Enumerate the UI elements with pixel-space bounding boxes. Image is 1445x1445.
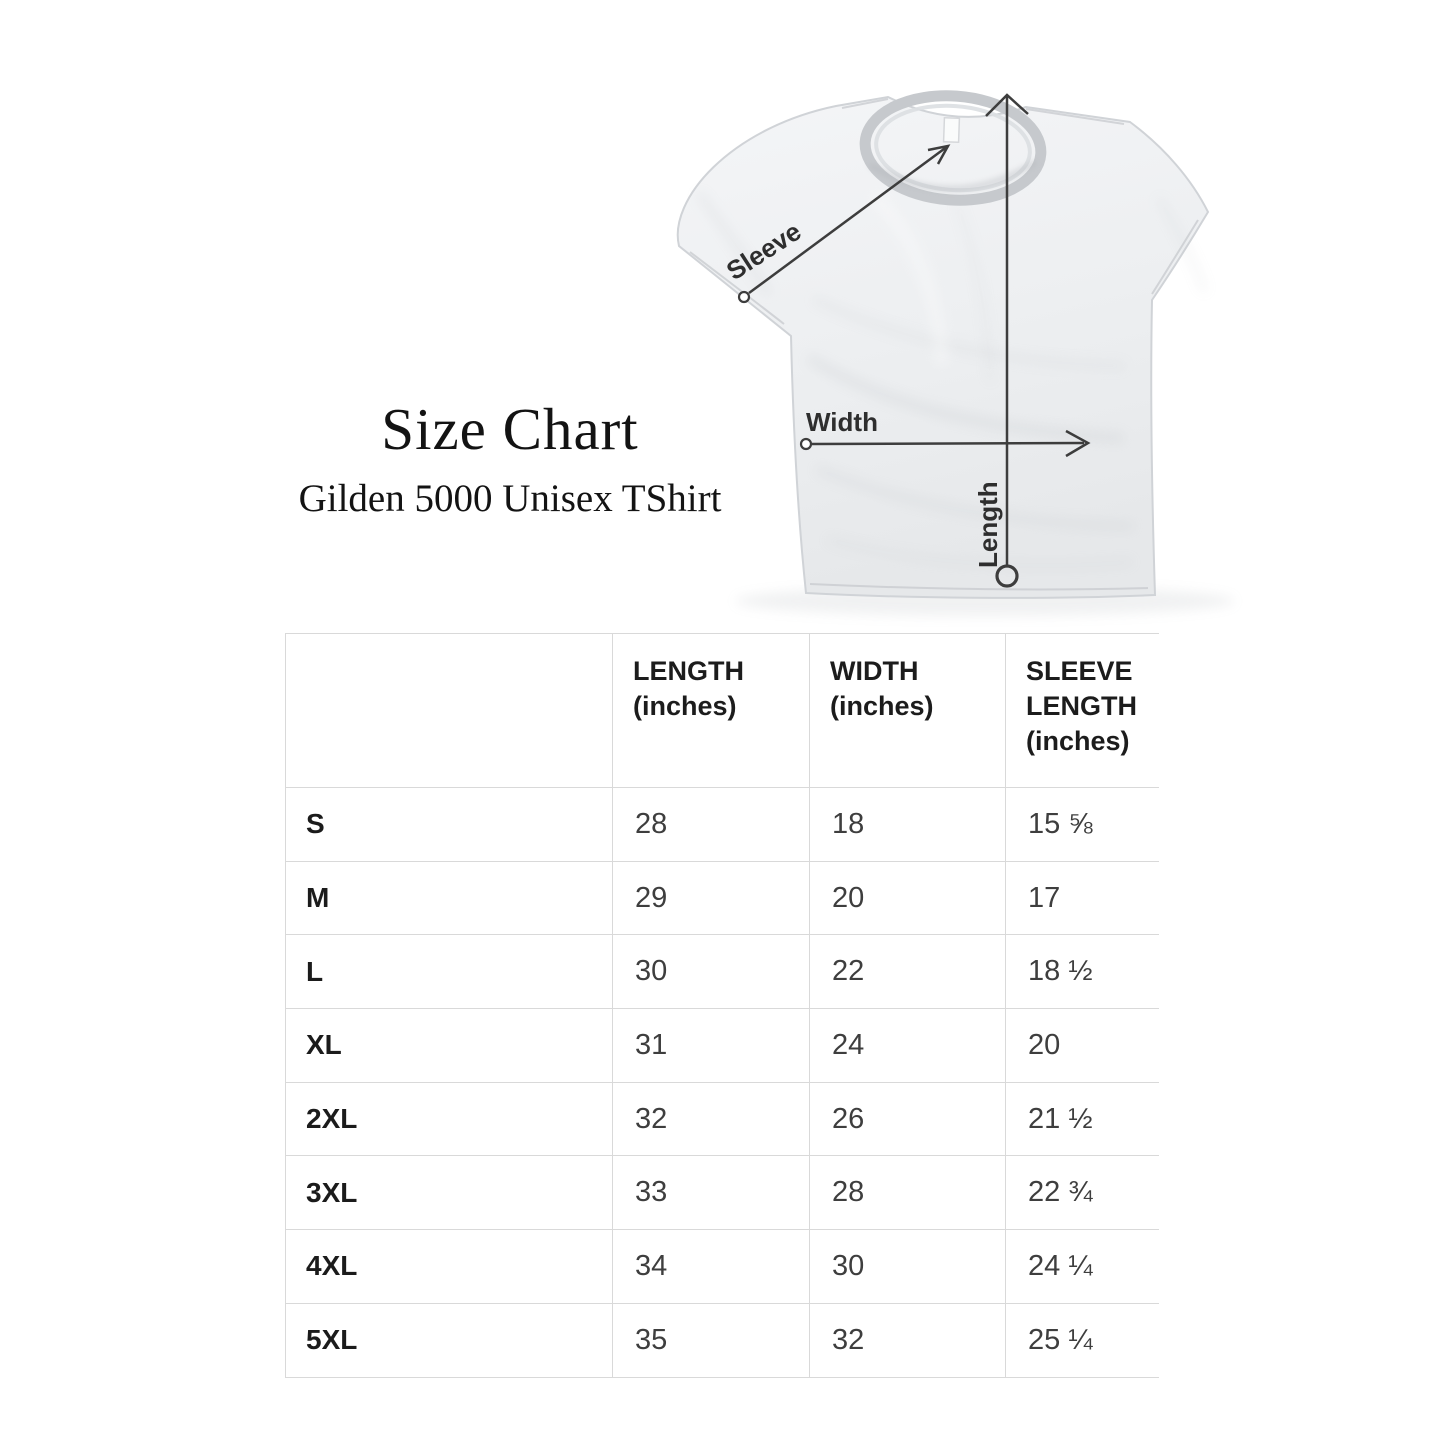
header-length-unit: (inches) [633,691,737,722]
header-sleeve-label: SLEEVE LENGTH [1026,656,1137,722]
size-cell: 3XL [285,1155,613,1231]
width-cell: 22 [809,934,1006,1010]
size-cell: 5XL [285,1302,613,1378]
width-cell: 24 [809,1008,1006,1083]
size-chart-table: LENGTH (inches) WIDTH (inches) SLEEVE LE… [285,633,1159,1378]
width-cell: 32 [809,1302,1006,1378]
size-cell: S [285,787,613,862]
width-cell: 18 [809,787,1006,862]
sleeve-cell: 15 ⅝ [1005,787,1159,862]
table-body: S 28 18 15 ⅝ M 29 20 17 L 30 22 18 ½ XL … [285,787,1159,1378]
title-block: Size Chart Gilden 5000 Unisex TShirt [255,396,765,520]
header-length-label: LENGTH [633,656,744,686]
size-cell: 4XL [285,1229,613,1304]
width-cell: 26 [809,1081,1006,1157]
header-length: LENGTH (inches) [612,633,810,788]
length-arrow [985,93,1029,588]
header-width-label: WIDTH [830,656,919,686]
size-cell: L [285,934,613,1010]
header-width: WIDTH (inches) [809,633,1006,788]
sleeve-cell: 21 ½ [1005,1081,1159,1157]
length-cell: 29 [612,860,810,936]
length-cell: 30 [612,934,810,1010]
sleeve-arrow [737,144,951,304]
table-row-2xl: 2XL 32 26 21 ½ [285,1081,1159,1157]
header-size [285,633,613,788]
sleeve-cell: 20 [1005,1008,1159,1083]
table-row-xl: XL 31 24 20 [285,1008,1159,1083]
length-cell: 32 [612,1081,810,1157]
size-cell: 2XL [285,1081,613,1157]
table-row-s: S 28 18 15 ⅝ [285,787,1159,862]
size-cell: M [285,860,613,936]
sleeve-cell: 25 ¼ [1005,1302,1159,1378]
width-arrow [799,429,1091,458]
width-cell: 20 [809,860,1006,936]
size-cell: XL [285,1008,613,1083]
measurement-arrows [737,93,1091,588]
length-cell: 28 [612,787,810,862]
length-cell: 35 [612,1302,810,1378]
sleeve-cell: 17 [1005,860,1159,936]
header-width-unit: (inches) [830,691,934,722]
header-sleeve-unit: (inches) [1026,726,1130,757]
table-row-l: L 30 22 18 ½ [285,934,1159,1010]
width-cell: 28 [809,1155,1006,1231]
table-row-3xl: 3XL 33 28 22 ¾ [285,1155,1159,1231]
sleeve-cell: 18 ½ [1005,934,1159,1010]
length-cell: 34 [612,1229,810,1304]
header-sleeve: SLEEVE LENGTH (inches) [1005,633,1159,788]
page-subtitle: Gilden 5000 Unisex TShirt [298,477,722,520]
table-row-m: M 29 20 17 [285,860,1159,936]
header-row: LENGTH (inches) WIDTH (inches) SLEEVE LE… [285,633,1159,788]
sleeve-cell: 22 ¾ [1005,1155,1159,1231]
length-label: Length [973,481,1003,568]
length-cell: 33 [612,1155,810,1231]
width-cell: 30 [809,1229,1006,1304]
collar-tag [942,116,961,144]
page-title: Size Chart [381,396,639,462]
length-cell: 31 [612,1008,810,1083]
table-header: LENGTH (inches) WIDTH (inches) SLEEVE LE… [285,633,1159,788]
table-row-4xl: 4XL 34 30 24 ¼ [285,1229,1159,1304]
tshirt-photo [676,90,1210,599]
table-row-5xl: 5XL 35 32 25 ¼ [285,1302,1159,1378]
sleeve-cell: 24 ¼ [1005,1229,1159,1304]
collar [859,90,1047,206]
width-label: Width [806,407,878,437]
